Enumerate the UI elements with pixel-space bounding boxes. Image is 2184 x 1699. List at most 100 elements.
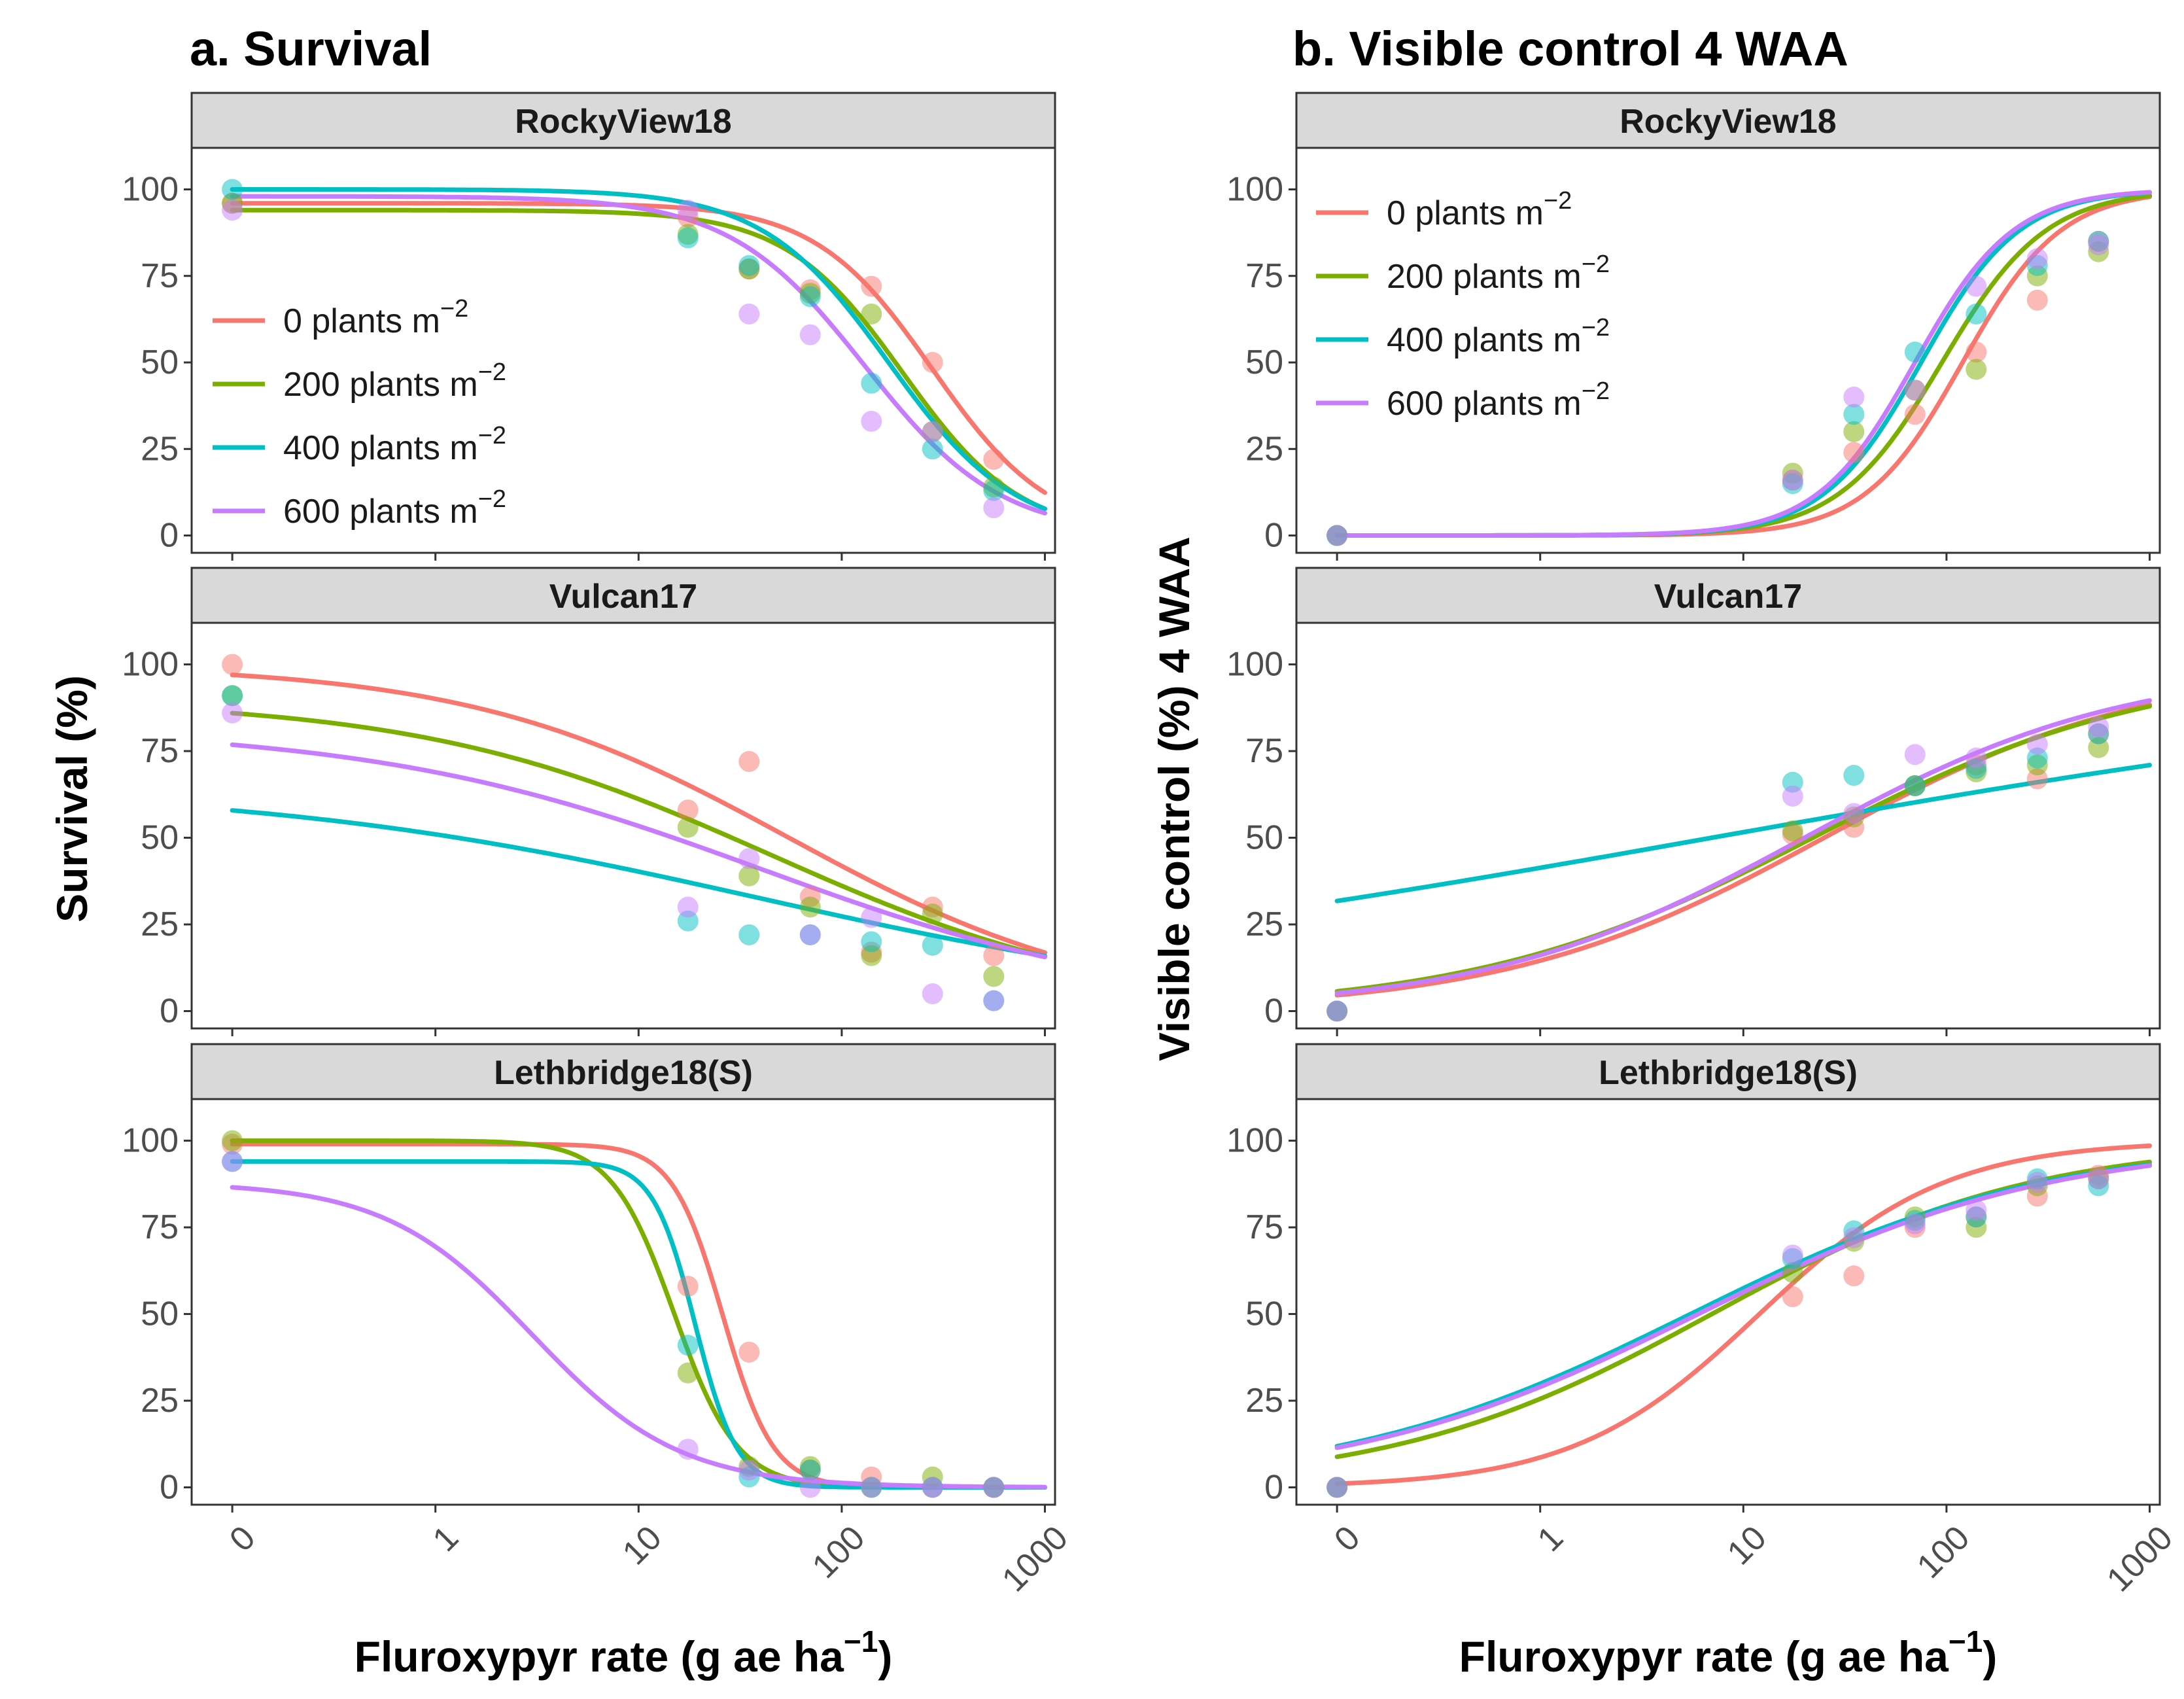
data-point-600 <box>1782 785 1803 807</box>
y-tick-label: 75 <box>141 732 179 770</box>
data-point-600 <box>983 990 1005 1011</box>
data-point-600 <box>1843 803 1865 824</box>
facet-strip-label: Lethbridge18(S) <box>1599 1054 1858 1092</box>
data-point-0 <box>983 945 1005 966</box>
data-point-400 <box>861 931 882 953</box>
y-tick-label: 100 <box>1226 1122 1283 1160</box>
y-tick-label: 75 <box>1245 732 1283 770</box>
fit-line-600 <box>1334 698 2152 996</box>
facet-vulcan17: Vulcan17 0 25 50 75 100 <box>122 567 1056 1036</box>
data-point-0 <box>2026 289 2048 311</box>
data-point-200 <box>738 865 760 886</box>
chart-title: b. Visible control 4 WAA <box>1292 22 1848 76</box>
data-point-600 <box>738 848 760 869</box>
facet-vulcan17: Vulcan17 0 25 50 75 100 <box>1226 567 2161 1036</box>
y-tick-label: 75 <box>1245 257 1283 295</box>
fit-line-600 <box>1334 1163 2152 1450</box>
facet-strip-label: Vulcan17 <box>1654 578 1802 616</box>
facet-strip-label: RockyView18 <box>1620 103 1836 141</box>
data-point-600 <box>222 200 243 221</box>
data-point-600 <box>922 421 943 442</box>
x-tick-label: 100 <box>805 1518 872 1585</box>
fit-line-600 <box>230 1185 1047 1490</box>
data-point-0 <box>738 1341 760 1363</box>
data-point-600 <box>222 702 243 724</box>
data-point-600 <box>983 497 1005 519</box>
data-point-0 <box>738 750 760 772</box>
data-point-600 <box>1904 379 1926 401</box>
panel-border <box>1295 622 2161 1030</box>
x-tick-label: 1000 <box>995 1518 1075 1599</box>
data-point-200 <box>861 303 882 324</box>
data-point-600 <box>1966 747 1987 769</box>
chart-visible-control: b. Visible control 4 WAA Visible control … <box>1150 22 2180 1681</box>
y-tick-label: 25 <box>141 905 179 943</box>
fit-line-0 <box>230 673 1047 955</box>
x-tick-label: 100 <box>1910 1518 1977 1585</box>
facet-strip <box>1295 1043 2161 1100</box>
x-axis-title: Fluroxypyr rate (g ae ha−1) <box>355 1624 893 1681</box>
fit-line-400 <box>1334 1162 2152 1448</box>
facet-strip <box>190 1043 1056 1100</box>
y-tick-label: 100 <box>1226 170 1283 208</box>
fit-line-600 <box>230 194 1047 516</box>
y-tick-label: 100 <box>1226 646 1283 684</box>
legend-label-0: 0 plants m−2 <box>283 295 468 340</box>
data-point-600 <box>799 1477 821 1498</box>
facet-strip <box>190 92 1056 149</box>
facet-strip-label: RockyView18 <box>515 103 731 141</box>
data-point-400 <box>1843 404 1865 425</box>
y-tick-label: 100 <box>122 646 179 684</box>
legend: 0 plants m−2 200 plants m−2 400 plants m−2… <box>1316 187 1610 423</box>
fit-line-600 <box>1334 190 2152 538</box>
data-point-600 <box>738 1460 760 1481</box>
data-point-600 <box>1843 1227 1865 1248</box>
data-point-600 <box>1782 469 1803 491</box>
data-point-600 <box>1904 744 1926 765</box>
legend-label-200: 200 plants m−2 <box>1387 251 1610 296</box>
legend-label-0: 0 plants m−2 <box>1387 187 1572 232</box>
data-point-600 <box>2088 1168 2109 1189</box>
legend-label-200: 200 plants m−2 <box>283 359 506 404</box>
facet-strip <box>1295 92 2161 149</box>
data-point-400 <box>222 179 243 200</box>
data-point-600 <box>861 907 882 928</box>
legend: 0 plants m−2 200 plants m−2 400 plants m−2… <box>213 295 506 531</box>
data-point-200 <box>1966 359 1987 380</box>
data-point-400 <box>738 254 760 276</box>
data-point-200 <box>799 896 821 918</box>
fit-line-400 <box>230 1159 1047 1490</box>
data-point-600 <box>1904 1213 1926 1235</box>
y-tick-label: 100 <box>122 170 179 208</box>
y-tick-label: 0 <box>1264 992 1283 1030</box>
y-tick-label: 0 <box>160 992 179 1030</box>
y-tick-label: 0 <box>160 517 179 555</box>
y-tick-label: 0 <box>160 1469 179 1507</box>
y-tick-label: 25 <box>1245 1382 1283 1420</box>
data-point-200 <box>983 966 1005 987</box>
fit-line-200 <box>230 710 1047 959</box>
legend-label-600: 600 plants m−2 <box>283 485 506 531</box>
x-tick-label: 1 <box>426 1518 466 1558</box>
data-point-400 <box>222 685 243 707</box>
y-tick-label: 50 <box>141 343 179 381</box>
fit-line-200 <box>1334 704 2152 994</box>
panel-border <box>1295 1098 2161 1506</box>
data-point-0 <box>677 799 699 821</box>
data-point-0 <box>983 449 1005 470</box>
data-point-400 <box>1904 775 1926 797</box>
chart-title: a. Survival <box>190 22 432 76</box>
y-tick-label: 25 <box>141 1382 179 1420</box>
data-point-0 <box>922 352 943 374</box>
y-tick-label: 25 <box>1245 430 1283 468</box>
y-tick-label: 100 <box>122 1122 179 1160</box>
data-point-200 <box>922 903 943 925</box>
facet-strip <box>190 567 1056 624</box>
data-point-200 <box>677 1362 699 1384</box>
data-point-400 <box>738 924 760 945</box>
data-point-600 <box>983 1477 1005 1498</box>
data-point-0 <box>861 275 882 297</box>
data-point-600 <box>922 1477 943 1498</box>
data-point-600 <box>1966 275 1987 297</box>
